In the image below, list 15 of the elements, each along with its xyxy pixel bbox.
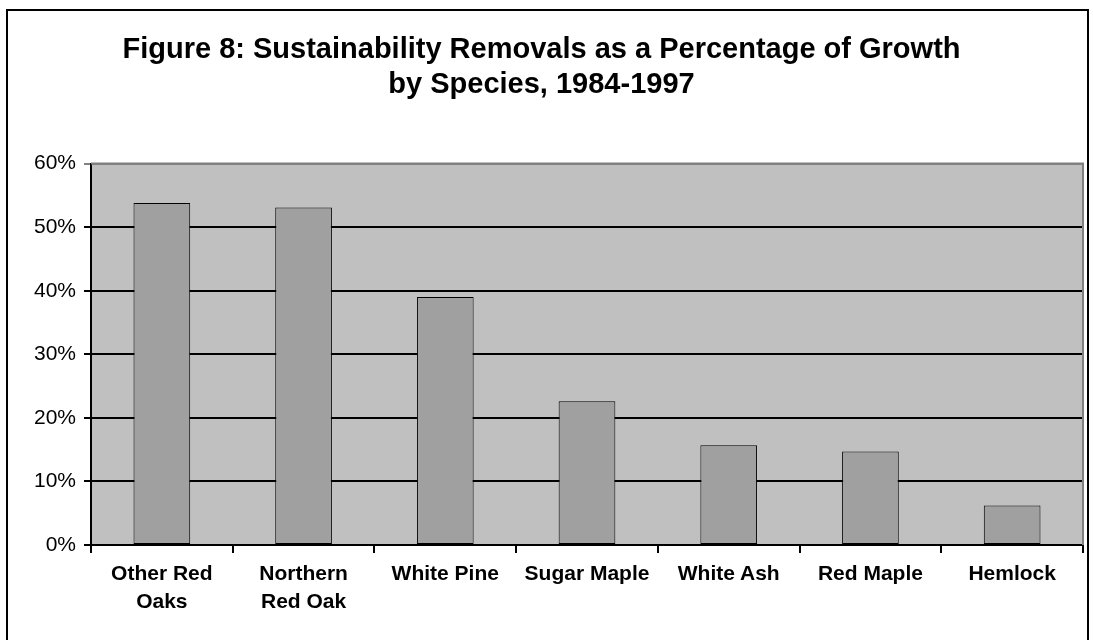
y-tick-label: 40% (33, 277, 76, 301)
x-tick-label: Red Maple (817, 561, 923, 585)
x-tick-label: Sugar Maple (524, 561, 650, 585)
chart-title: Figure 8: Sustainability Removals as a Percentage of Growth by Species, 1984-1997 (122, 32, 961, 100)
y-tick-label: 10% (33, 468, 76, 492)
x-tick-label: White Ash (677, 561, 780, 585)
y-tick-label: 30% (33, 341, 76, 365)
x-tick-label: Other Red Oaks (111, 561, 213, 612)
y-tick-label: 50% (33, 213, 76, 237)
x-tick-label: Northern Red Oak (259, 561, 348, 612)
x-tick-label: White Pine (391, 561, 499, 585)
y-tick-label: 0% (45, 531, 76, 555)
x-tick-label: Hemlock (968, 561, 1057, 585)
y-tick-label: 20% (33, 404, 76, 428)
y-tick-label: 60% (33, 150, 76, 174)
